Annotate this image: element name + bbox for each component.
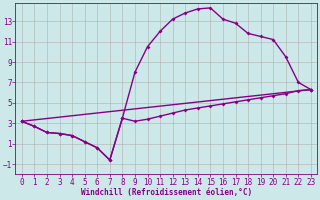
X-axis label: Windchill (Refroidissement éolien,°C): Windchill (Refroidissement éolien,°C): [81, 188, 252, 197]
